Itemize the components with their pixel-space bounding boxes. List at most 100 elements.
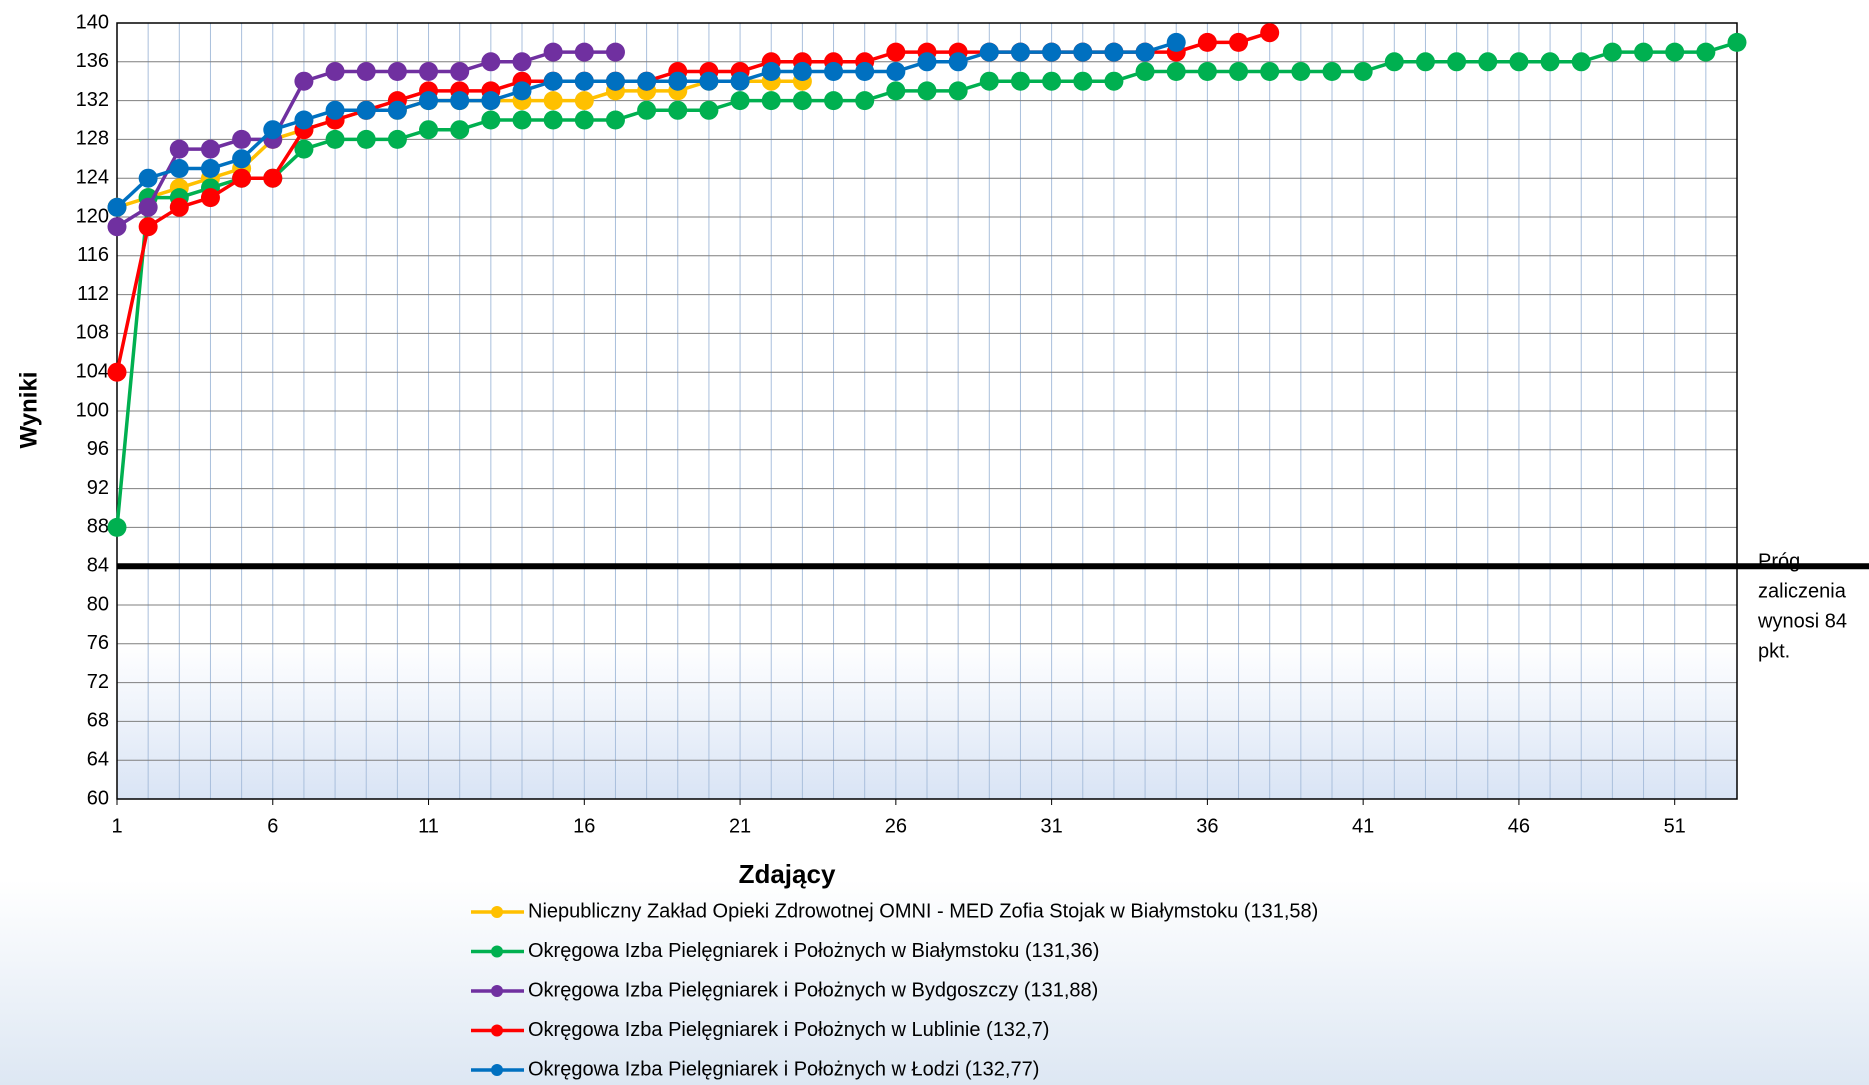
data-point [699, 71, 719, 91]
data-point [1696, 42, 1716, 62]
data-point [107, 197, 127, 217]
y-axis-label: Wyniki [15, 372, 42, 449]
data-point [1602, 42, 1622, 62]
data-point [668, 71, 688, 91]
data-point [1415, 52, 1435, 72]
data-point [855, 62, 875, 81]
x-axis-label: Zdający [739, 859, 836, 889]
data-point [481, 110, 501, 130]
data-point [1634, 42, 1654, 62]
data-point [325, 100, 345, 120]
data-point [107, 517, 127, 537]
data-point [1104, 71, 1124, 91]
y-tick-label: 92 [87, 477, 109, 499]
legend-label: Okręgowa Izba Pielęgniarek i Położnych w… [528, 1058, 1039, 1080]
legend-swatch-marker [491, 985, 503, 997]
data-point [730, 71, 750, 91]
data-point [356, 62, 376, 81]
legend-swatch-marker [491, 945, 503, 958]
data-point [1353, 62, 1373, 81]
data-point [1665, 42, 1685, 62]
data-point [169, 197, 189, 217]
data-point [543, 42, 563, 62]
data-point [855, 91, 875, 111]
data-point [450, 62, 470, 81]
y-tick-label: 128 [76, 128, 109, 150]
data-point [1509, 52, 1529, 72]
data-point [512, 110, 532, 130]
data-point [1104, 42, 1124, 62]
plot-border [116, 22, 1738, 800]
x-tick-label: 51 [1664, 815, 1686, 837]
data-point [1322, 62, 1342, 81]
data-point [356, 100, 376, 120]
data-point [668, 100, 688, 120]
data-point [605, 42, 625, 62]
data-point [419, 91, 439, 111]
data-point [294, 110, 314, 130]
data-point [325, 129, 345, 149]
data-point [917, 52, 937, 72]
x-tick-label: 36 [1196, 815, 1218, 837]
data-point [605, 110, 625, 130]
y-tick-label: 64 [87, 748, 109, 770]
data-point [107, 217, 127, 237]
data-point [574, 110, 594, 130]
data-point [1229, 62, 1249, 81]
y-tick-label: 72 [87, 671, 109, 693]
data-point [450, 120, 470, 140]
data-point [1260, 23, 1280, 43]
y-tick-label: 116 [77, 244, 109, 266]
x-tick-label: 21 [729, 815, 751, 837]
data-point [792, 62, 812, 81]
data-point [699, 100, 719, 120]
legend-label: Niepubliczny Zakład Opieki Zdrowotnej OM… [528, 900, 1318, 922]
data-point [886, 62, 906, 81]
y-tick-label: 112 [77, 283, 109, 305]
data-point [574, 71, 594, 91]
data-point [948, 81, 968, 101]
data-point [1073, 71, 1093, 91]
data-point [1229, 32, 1249, 52]
data-point [232, 149, 252, 169]
y-tick-label: 136 [76, 50, 109, 72]
x-tick-label: 16 [573, 815, 595, 837]
data-point [356, 129, 376, 149]
data-point [1197, 62, 1217, 81]
data-point [169, 159, 189, 178]
data-point [1447, 52, 1467, 72]
data-point [792, 91, 812, 111]
data-point [294, 139, 314, 159]
y-tick-label: 96 [87, 438, 109, 460]
x-tick-label: 26 [885, 815, 907, 837]
data-point [1197, 32, 1217, 52]
data-point [948, 52, 968, 72]
y-tick-label: 120 [76, 205, 109, 227]
data-point [543, 91, 563, 111]
data-point [138, 168, 158, 188]
data-point [1727, 32, 1747, 52]
data-point [1478, 52, 1498, 72]
x-tick-label: 1 [111, 815, 122, 837]
data-point [979, 42, 999, 62]
y-tick-label: 132 [76, 89, 109, 111]
data-point [512, 52, 532, 72]
y-tick-label: 100 [76, 399, 109, 421]
legend-swatch-marker [491, 1024, 503, 1037]
data-point [1166, 32, 1186, 52]
y-tick-label: 80 [87, 593, 109, 615]
data-point [761, 91, 781, 111]
legend-label: Okręgowa Izba Pielęgniarek i Położnych w… [528, 940, 1099, 962]
data-point [107, 362, 127, 382]
data-point [979, 71, 999, 91]
data-point [1260, 62, 1280, 81]
legend-swatch-marker [491, 1064, 503, 1076]
data-point [200, 188, 220, 208]
data-point [1135, 42, 1155, 62]
data-point [574, 42, 594, 62]
data-point [543, 71, 563, 91]
x-tick-label: 31 [1040, 815, 1062, 837]
data-point [1073, 42, 1093, 62]
data-point [1135, 62, 1155, 81]
